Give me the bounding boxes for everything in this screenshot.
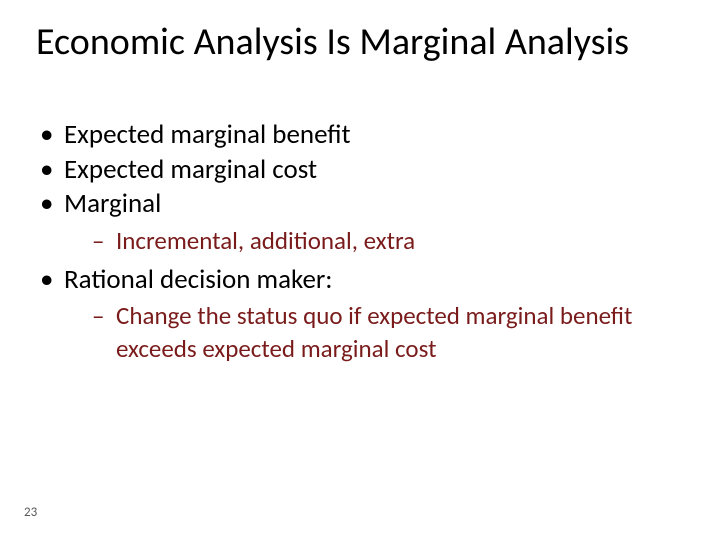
bullet-item: Marginal Incremental, additional, extra <box>36 187 684 257</box>
sub-bullet-item: Change the status quo if expected margin… <box>64 299 684 365</box>
sub-bullet-text: Incremental, additional, extra <box>116 225 415 256</box>
bullet-list-level2: Incremental, additional, extra <box>64 224 684 257</box>
bullet-item: Expected marginal benefit <box>36 118 684 153</box>
bullet-text: Expected marginal benefit <box>64 118 351 151</box>
bullet-item: Expected marginal cost <box>36 153 684 188</box>
slide-body: Expected marginal benefit Expected margi… <box>36 118 684 371</box>
bullet-text: Expected marginal cost <box>64 153 317 186</box>
page-number: 23 <box>24 505 37 520</box>
bullet-text: Marginal <box>64 187 161 220</box>
sub-bullet-text: Change the status quo if expected margin… <box>116 300 632 364</box>
bullet-text: Rational decision maker: <box>64 263 333 296</box>
slide: Economic Analysis Is Marginal Analysis E… <box>0 0 720 540</box>
bullet-item: Rational decision maker: Change the stat… <box>36 263 684 366</box>
sub-bullet-item: Incremental, additional, extra <box>64 224 684 257</box>
bullet-list-level2: Change the status quo if expected margin… <box>64 299 684 365</box>
slide-title: Economic Analysis Is Marginal Analysis <box>36 22 696 64</box>
bullet-list-level1: Expected marginal benefit Expected margi… <box>36 118 684 365</box>
